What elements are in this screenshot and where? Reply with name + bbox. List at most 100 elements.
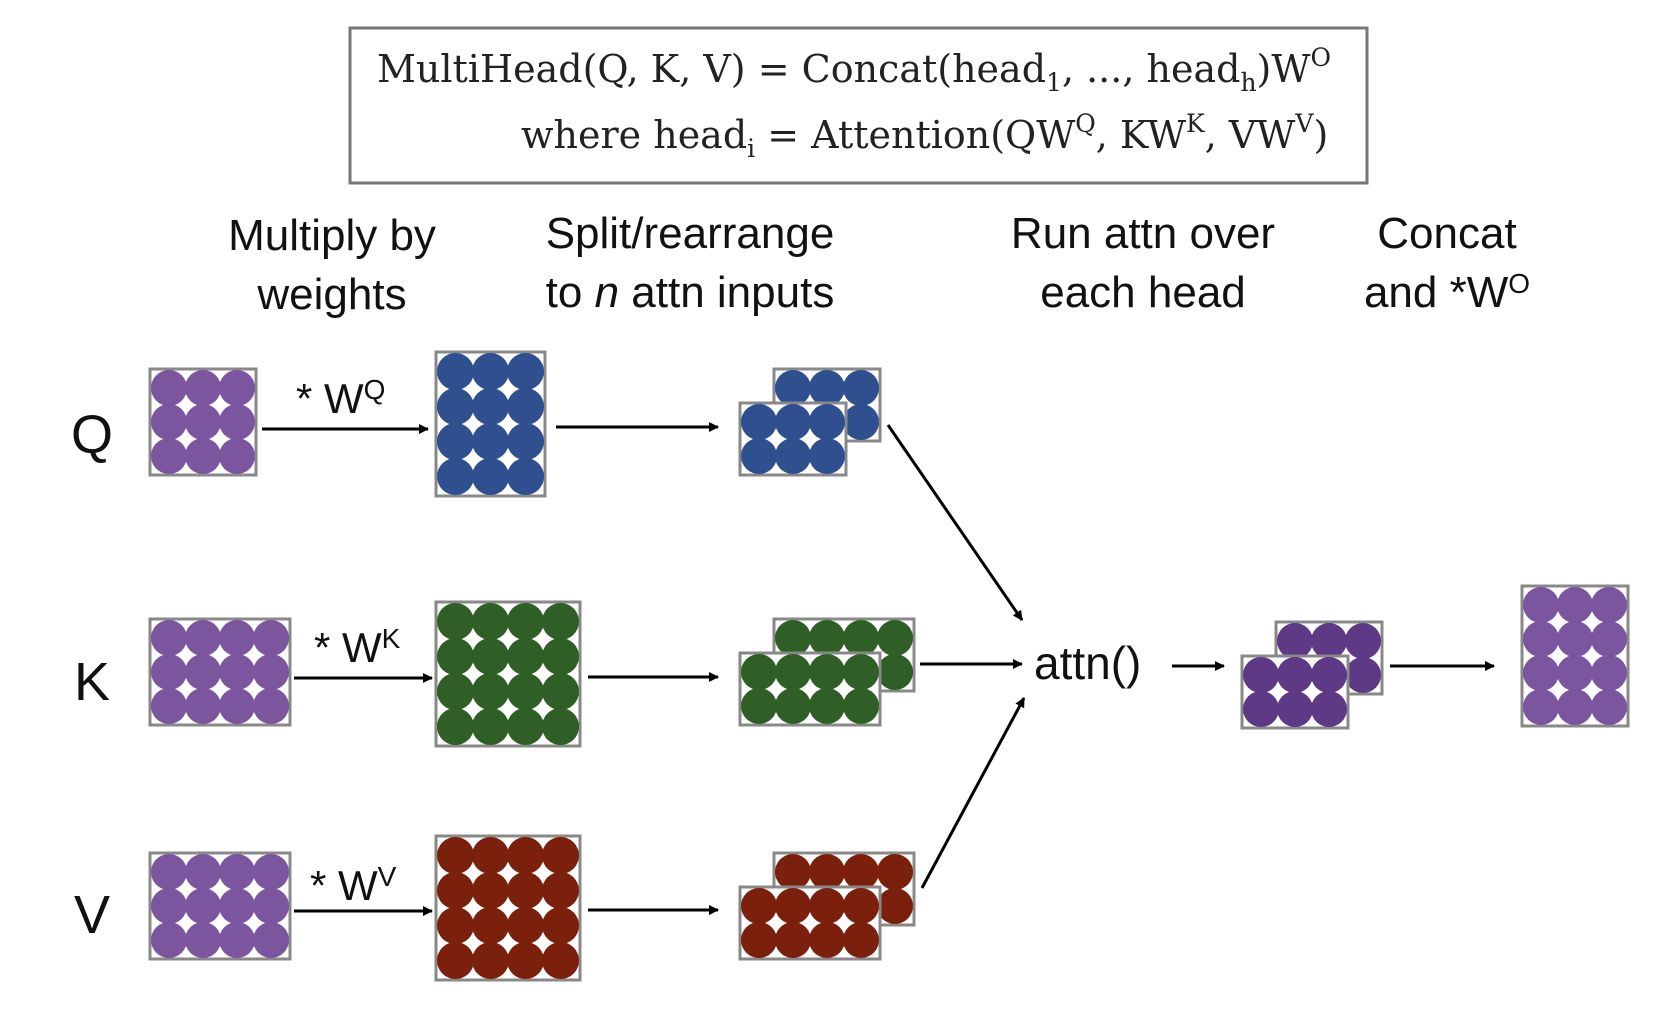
v-projected-matrix [434, 834, 582, 982]
v-projected-matrix-cell [437, 907, 474, 944]
output-matrix-cell [1591, 621, 1627, 657]
k-head-front-cell [809, 688, 845, 724]
attn-head-front-cell [1277, 691, 1313, 727]
q-head-back-cell [809, 370, 845, 406]
k-projected-matrix-cell [542, 638, 579, 675]
k-head-front-cell [843, 688, 879, 724]
v-projected-matrix-cell [437, 942, 474, 979]
k-projected-matrix-cell [437, 673, 474, 710]
matrices [148, 350, 1630, 982]
k-input-matrix-cell [219, 688, 255, 724]
k-input-matrix-cell [219, 654, 255, 690]
attn-head-front-cell [1311, 657, 1347, 693]
k-head-back-cell [775, 620, 811, 656]
v-head-back-cell [877, 888, 913, 924]
header-run-line2: each head [1040, 268, 1246, 317]
output-matrix-cell [1591, 689, 1627, 725]
q-input-matrix-cell [151, 438, 187, 474]
v-projected-matrix-cell [542, 872, 579, 909]
v-projected-matrix-cell [507, 837, 544, 874]
v-projected-matrix-cell [472, 942, 509, 979]
k-head-back-cell [877, 620, 913, 656]
v-head-front-cell [741, 922, 777, 958]
k-input-matrix-cell [151, 688, 187, 724]
q-input-matrix-cell [151, 404, 187, 440]
q-head-back-cell [775, 370, 811, 406]
k-head-front-cell [775, 688, 811, 724]
output-matrix-cell [1523, 689, 1559, 725]
q-head-front-cell [741, 404, 777, 440]
v-head-back-cell [877, 854, 913, 890]
q-projected-matrix-cell [472, 423, 509, 460]
q-projected-matrix-cell [437, 353, 474, 390]
k-input-matrix-cell [219, 620, 255, 656]
v-head-back-cell [809, 854, 845, 890]
v-input-matrix-cell [219, 854, 255, 890]
k-projected-matrix-cell [472, 638, 509, 675]
q-projected-matrix-cell [472, 353, 509, 390]
q-projected-matrix [434, 350, 547, 498]
k-head-front-cell [809, 654, 845, 690]
q-projected-matrix-cell [472, 388, 509, 425]
row-label-q: Q [71, 405, 113, 465]
header-split-line1: Split/rearrange [546, 209, 835, 258]
v-projected-matrix-cell [507, 907, 544, 944]
arrow-q-to-attn [886, 424, 1024, 621]
v-head-front-cell [741, 888, 777, 924]
k-projected-matrix-cell [437, 603, 474, 640]
v-projected-matrix-cell [437, 837, 474, 874]
k-head-back-cell [809, 620, 845, 656]
k-projected-matrix-cell [542, 673, 579, 710]
v-head-front-cell [843, 888, 879, 924]
q-projected-matrix-cell [507, 458, 544, 495]
k-head-front-cell [741, 654, 777, 690]
q-head-front-cell [775, 404, 811, 440]
q-head-front-cell [741, 438, 777, 474]
output-matrix-cell [1557, 655, 1593, 691]
v-projected-matrix-cell [472, 837, 509, 874]
q-input-matrix-cell [151, 370, 187, 406]
q-input-matrix-cell [185, 438, 221, 474]
k-projected-matrix-cell [472, 603, 509, 640]
k-projected-matrix-cell [507, 603, 544, 640]
k-projected-matrix-cell [507, 638, 544, 675]
q-projected-matrix-cell [472, 458, 509, 495]
k-projected-matrix [434, 600, 582, 748]
attn-head-back-cell [1345, 657, 1381, 693]
q-projected-matrix-cell [507, 423, 544, 460]
v-projected-matrix-cell [542, 942, 579, 979]
output-matrix-cell [1557, 587, 1593, 623]
k-input-matrix [148, 617, 292, 727]
k-input-matrix-cell [151, 654, 187, 690]
weight-label-v: * WV [310, 861, 397, 909]
weight-label-q: * WQ [296, 374, 385, 422]
header-concat-line1: Concat [1377, 209, 1516, 258]
q-input-matrix-cell [219, 370, 255, 406]
k-projected-matrix-cell [507, 673, 544, 710]
attn-head-back-cell [1345, 623, 1381, 659]
header-concat-line2: and *WO [1364, 268, 1530, 317]
k-input-matrix-cell [185, 688, 221, 724]
q-input-matrix [148, 367, 258, 477]
v-projected-matrix-cell [542, 837, 579, 874]
k-input-matrix-cell [253, 654, 289, 690]
q-projected-matrix-cell [437, 388, 474, 425]
q-head-front-cell [775, 438, 811, 474]
k-input-matrix-cell [185, 654, 221, 690]
k-input-matrix-cell [253, 620, 289, 656]
v-projected-matrix-cell [507, 872, 544, 909]
v-projected-matrix-cell [437, 872, 474, 909]
q-head-front-cell [809, 404, 845, 440]
v-head-back-cell [843, 854, 879, 890]
q-head-front-cell [809, 438, 845, 474]
q-projected-matrix-cell [437, 458, 474, 495]
k-projected-matrix-cell [437, 638, 474, 675]
q-input-matrix-cell [219, 404, 255, 440]
k-head-front-cell [741, 688, 777, 724]
v-head-front-cell [809, 888, 845, 924]
formula-line-2: where headi = Attention(QWQ, KWK, VWV) [521, 109, 1328, 163]
k-head-back-cell [843, 620, 879, 656]
column-headers: Multiply by weights Split/rearrange to n… [228, 209, 1530, 319]
v-projected-matrix-cell [507, 942, 544, 979]
k-projected-matrix-cell [542, 603, 579, 640]
